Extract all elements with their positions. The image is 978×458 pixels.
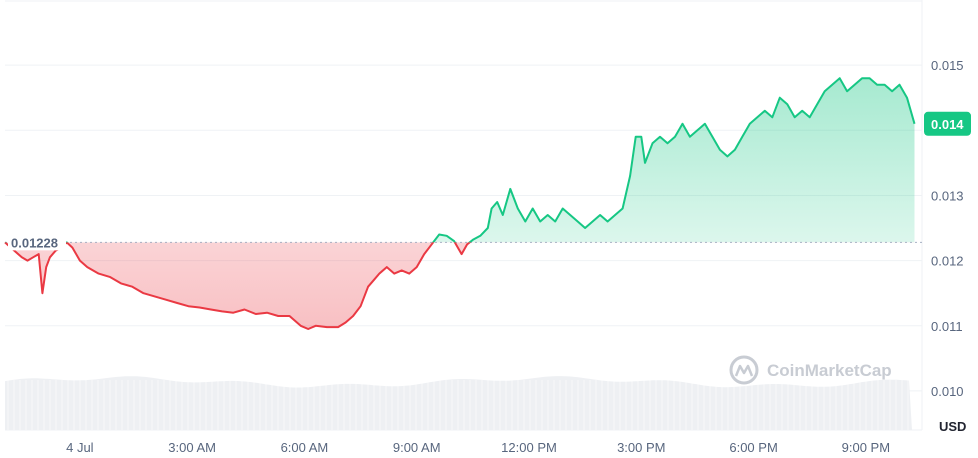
watermark-text: CoinMarketCap (767, 361, 892, 380)
x-tick-label: 4 Jul (66, 440, 94, 455)
current-price-value: 0.014 (931, 117, 964, 132)
price-line-down (4, 242, 472, 330)
volume-bars (5, 376, 912, 430)
reference-label-bg (8, 234, 66, 251)
x-tick-label: 9:00 PM (842, 440, 890, 455)
x-axis: 4 Jul 3:00 AM 6:00 AM 9:00 AM 12:00 PM 3:00 P… (66, 440, 890, 455)
y-tick-label: 0.012 (931, 254, 964, 269)
y-tick-label: 0.013 (931, 188, 964, 203)
x-tick-label: 6:00 AM (281, 440, 329, 455)
coinmarketcap-logo-icon (729, 355, 759, 385)
area-above-reference (433, 78, 915, 243)
y-axis: 0.010 0.011 0.012 0.013 0.014 0.015 (931, 58, 964, 399)
currency-unit-label: USD (939, 419, 966, 434)
price-areas (5, 78, 915, 329)
y-tick-label: 0.015 (931, 58, 964, 73)
x-tick-label: 6:00 PM (729, 440, 777, 455)
watermark: CoinMarketCap (729, 355, 892, 385)
current-price-badge: 0.014 (924, 111, 971, 136)
x-tick-label: 3:00 PM (617, 440, 665, 455)
y-tick-label: 0.011 (931, 319, 963, 334)
x-tick-label: 9:00 AM (393, 440, 441, 455)
area-below-reference (5, 242, 915, 329)
x-tick-label: 3:00 AM (168, 440, 216, 455)
volume-area (5, 376, 912, 430)
y-tick-label: 0.010 (931, 384, 964, 399)
current-price-badge-bg (924, 111, 971, 136)
price-lines (4, 77, 916, 330)
price-line-up (5, 77, 916, 243)
x-tick-label: 12:00 PM (501, 440, 557, 455)
reference-label: 0.01228 (8, 234, 66, 251)
reference-value: 0.01228 (11, 235, 58, 250)
